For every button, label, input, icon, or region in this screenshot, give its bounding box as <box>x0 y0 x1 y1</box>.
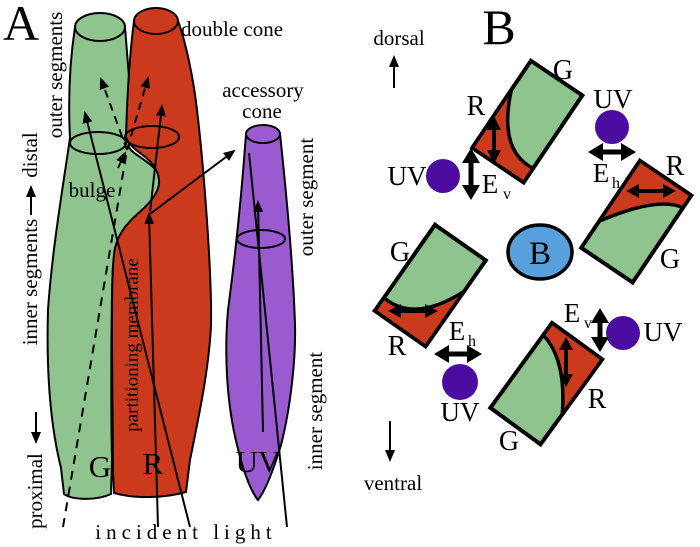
ev-arrow-bottom-right <box>591 308 609 352</box>
cone-bottom-left-r-label: R <box>388 331 407 362</box>
eh-bottom-left-symbol: E <box>449 316 466 346</box>
uv-cone-left <box>426 159 460 193</box>
accessory-cone-label-line2: cone <box>242 99 282 123</box>
uv-cell-letter: UV <box>236 444 281 479</box>
cone-top-g-label: G <box>553 55 573 86</box>
light-ray-to-bulge-arrow <box>144 212 159 528</box>
uv-segment-junction <box>236 229 286 249</box>
panel-b: B dorsal ventral <box>364 0 695 495</box>
uv-cone-bottom-left <box>442 364 478 400</box>
green-cell-letter: G <box>89 449 111 484</box>
dorsal-label: dorsal <box>373 26 424 50</box>
inner-segment-label: inner segment <box>303 352 327 471</box>
red-cell-letter: R <box>143 446 164 481</box>
cone-bottom-right-g-label: G <box>499 426 519 457</box>
incident-light-label: incident light <box>95 520 276 544</box>
cone-bottom-right-r-label: R <box>588 384 607 415</box>
light-ray-dashed-arrow-right <box>126 76 150 151</box>
double-cone-top-red <box>469 88 536 185</box>
green-outer-segment-tip <box>74 12 126 42</box>
ev-bottom-right-sub: v <box>584 315 592 332</box>
double-cone-bottom-left <box>371 222 489 350</box>
panel-a: A outer segments distal inner segments p… <box>3 0 327 544</box>
uv-bottom-right-label: UV <box>644 317 683 347</box>
red-segment-junction <box>124 125 180 149</box>
ev-left-sub: v <box>503 186 511 203</box>
partitioning-membrane-label: partitioning membrane <box>122 258 143 432</box>
evector-arrow-in-red-top-right <box>626 184 676 198</box>
red-outer-segment-tip <box>133 7 179 35</box>
cone-top-right-r-label: R <box>666 151 685 182</box>
uv-top-right-label: UV <box>594 84 633 114</box>
ev-arrow-left <box>462 148 480 200</box>
proximal-label: proximal <box>23 453 47 529</box>
eh-arrow-bottom-left <box>434 345 482 363</box>
blue-cone-letter: B <box>529 236 551 272</box>
cone-bottom-left-g-label: G <box>390 237 410 268</box>
ev-left-symbol: E <box>482 169 499 199</box>
eh-bottom-left-sub: h <box>468 333 476 350</box>
double-cone-bottom-right-red <box>540 320 605 421</box>
double-cone-bottom-left-red <box>372 290 466 349</box>
blue-cone-cell <box>506 223 574 281</box>
light-ray-in-uv-arrow <box>253 200 264 433</box>
uv-cone-top-right <box>595 110 629 144</box>
red-cone-cell <box>110 20 213 499</box>
evector-arrow-in-red-bottom-right <box>559 337 573 387</box>
eh-top-right-symbol: E <box>593 158 610 188</box>
uv-left-label: UV <box>388 161 427 191</box>
inner-segments-label: inner segments <box>18 219 42 346</box>
light-ray-junction-arrow <box>116 151 126 169</box>
light-ray-through-green-arrow <box>82 111 191 528</box>
uv-outer-segment-tip <box>245 124 281 144</box>
double-cone-label: double cone <box>181 17 283 41</box>
eh-top-right-sub: h <box>612 175 620 192</box>
accessory-cone-label-line1: accessory <box>222 78 304 102</box>
eh-arrow-top-right <box>588 143 636 161</box>
outer-segment-label: outer segment <box>294 138 318 257</box>
cone-top-right-g-label: G <box>660 244 680 275</box>
ventral-label: ventral <box>364 471 422 495</box>
uv-cone-bottom-right <box>606 316 640 350</box>
panel-b-heading: B <box>482 0 515 55</box>
ev-bottom-right-symbol: E <box>564 298 581 328</box>
light-ray-reflected-to-accessory-arrow <box>149 149 236 215</box>
uv-bottom-left-label: UV <box>441 397 480 427</box>
evector-arrow-in-red-top <box>487 116 501 164</box>
panel-a-heading: A <box>3 0 39 51</box>
distal-label: distal <box>18 132 42 178</box>
green-segment-junction <box>69 131 127 155</box>
cone-top-r-label: R <box>467 91 486 122</box>
evector-arrow-in-red-bottom-left <box>388 304 438 318</box>
light-ray-dashed-arrow-left <box>99 77 128 151</box>
bulge-label: bulge <box>69 178 116 202</box>
double-cone-bottom-right <box>487 320 606 448</box>
light-ray-through-uv-cone <box>248 152 288 528</box>
outer-segments-label: outer segments <box>43 12 67 139</box>
light-ray-in-red-arrow <box>149 104 166 213</box>
